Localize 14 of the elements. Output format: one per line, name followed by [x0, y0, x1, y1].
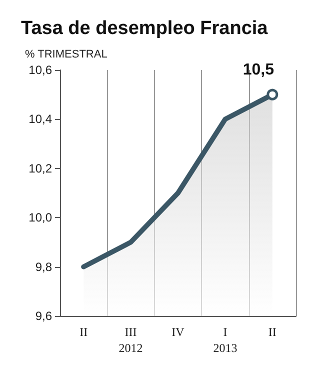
y-tick-label: 9,6: [35, 309, 52, 323]
data-label: 10,5: [242, 61, 274, 78]
y-tick-label: 10,6: [28, 63, 52, 77]
y-axis-title: % TRIMESTRAL: [25, 48, 108, 60]
chart-title: Tasa de desempleo Francia: [21, 18, 268, 39]
y-tick-label: 10,4: [28, 112, 52, 126]
x-tick-label: IV: [172, 325, 185, 339]
y-tick-label: 10,0: [28, 210, 52, 225]
x-tick-label: II: [268, 325, 276, 339]
x-tick-label: I 2013: [213, 325, 238, 355]
x-tick-label: III 2012: [118, 325, 143, 355]
y-tick-label: 10,2: [28, 161, 52, 176]
y-tick-label: 9,8: [35, 260, 52, 274]
x-tick-label: II: [80, 325, 88, 339]
